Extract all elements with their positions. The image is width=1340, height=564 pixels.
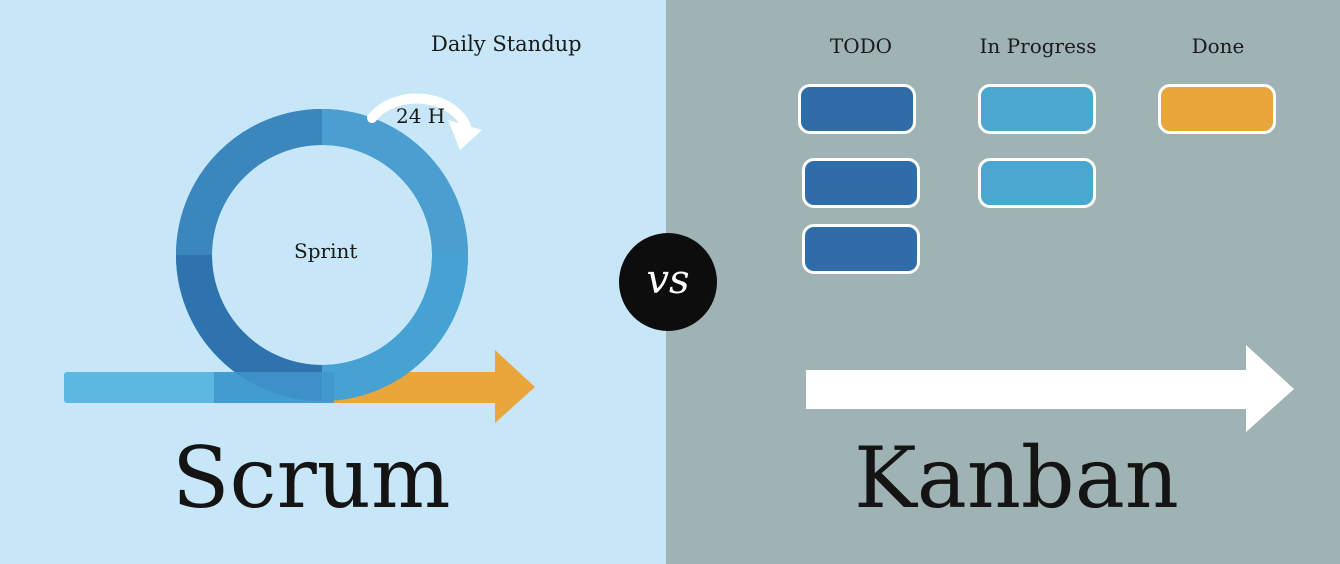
daily-standup-arrow-icon: [367, 93, 482, 150]
scrum-diagram: [64, 93, 535, 423]
todo-card: [798, 84, 916, 134]
vs-label: vs: [646, 257, 690, 303]
sprint-label: Sprint: [294, 239, 358, 263]
kanban-flow-arrow: [806, 345, 1294, 432]
column-header-todo: TODO: [829, 34, 893, 58]
in-progress-card: [978, 84, 1096, 134]
scrum-title: Scrum: [172, 429, 451, 527]
release-arrow: [330, 350, 535, 423]
todo-card: [802, 224, 920, 274]
standup-interval-label: 24 H: [396, 104, 446, 128]
todo-card: [802, 158, 920, 208]
column-header-done: Done: [1191, 34, 1245, 58]
flow-arrow: [806, 345, 1294, 432]
vs-badge: vs: [619, 233, 717, 331]
column-header-in-progress: In Progress: [979, 34, 1097, 58]
in-progress-card: [978, 158, 1096, 208]
scrum-panel: [0, 0, 666, 564]
daily-standup-label: Daily Standup: [431, 32, 582, 56]
kanban-title: Kanban: [854, 429, 1179, 527]
done-card: [1158, 84, 1276, 134]
backlog-bar-front: [214, 372, 334, 403]
